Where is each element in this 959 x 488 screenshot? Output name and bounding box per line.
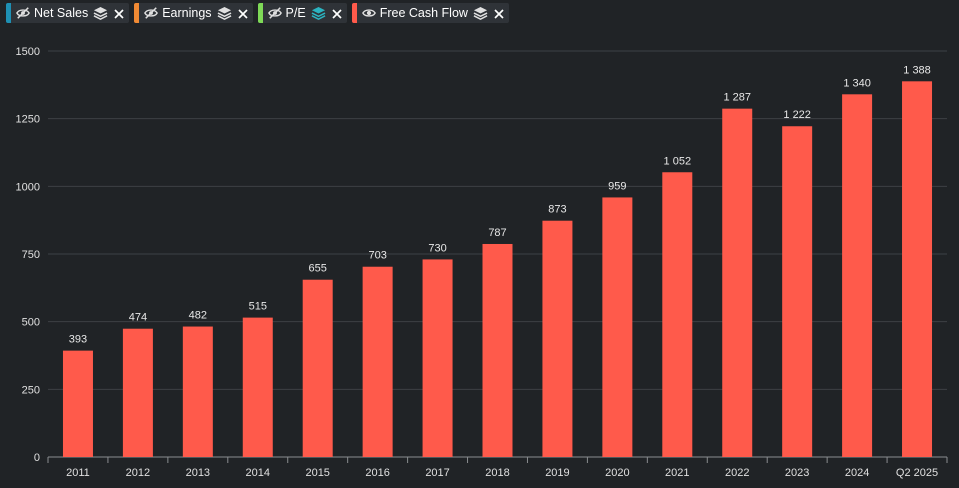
x-tick-label: 2015 [305, 467, 329, 479]
bar [122, 328, 153, 457]
bar [182, 326, 213, 457]
bar [782, 126, 813, 457]
x-tick-label: 2022 [725, 467, 749, 479]
stack-icon[interactable] [311, 6, 326, 21]
data-label: 1 052 [664, 155, 692, 167]
y-tick-label: 500 [22, 317, 40, 329]
legend-chip-label: P/E [285, 6, 306, 20]
data-label: 515 [249, 301, 267, 313]
eye-slash-icon[interactable] [16, 6, 30, 20]
bar [902, 81, 933, 457]
legend: Net Sales Earnings P/E Free Cash Flow [6, 3, 509, 23]
x-tick-label: 2016 [365, 467, 389, 479]
y-tick-label: 250 [22, 384, 40, 396]
x-tick-label: 2021 [665, 467, 689, 479]
bar [482, 243, 513, 457]
close-icon[interactable] [494, 8, 504, 19]
eye-slash-icon[interactable] [267, 6, 282, 20]
x-tick-label: 2018 [485, 467, 509, 479]
legend-color-stripe [257, 3, 263, 23]
legend-chip-label: Net Sales [34, 6, 89, 20]
data-label: 1 287 [723, 92, 751, 104]
y-tick-label: 1500 [16, 46, 40, 58]
x-tick-label: 2017 [425, 467, 449, 479]
legend-chip[interactable]: Net Sales [6, 3, 130, 23]
data-label: 474 [129, 312, 147, 324]
data-label: 482 [189, 310, 207, 322]
legend-color-stripe [351, 3, 357, 23]
y-tick-label: 1000 [16, 181, 40, 193]
close-icon[interactable] [237, 8, 248, 19]
x-tick-label: 2014 [246, 467, 270, 479]
legend-chip-label: Earnings [162, 6, 212, 20]
bar [722, 108, 753, 457]
data-label: 1 340 [843, 77, 871, 89]
x-tick-label: 2019 [545, 467, 569, 479]
stack-icon[interactable] [93, 6, 108, 21]
data-label: 393 [69, 334, 87, 346]
data-label: 873 [548, 204, 566, 216]
legend-color-stripe [6, 3, 11, 23]
bar [422, 259, 453, 457]
stack-icon[interactable] [473, 6, 488, 21]
data-label: 655 [309, 263, 327, 275]
x-tick-label: Q2 2025 [896, 467, 938, 479]
x-tick-label: 2023 [785, 467, 809, 479]
stack-icon[interactable] [217, 6, 232, 21]
bar [602, 197, 633, 457]
close-icon[interactable] [332, 8, 342, 19]
eye-slash-icon[interactable] [144, 6, 159, 20]
bar [842, 94, 873, 457]
x-tick-label: 2020 [605, 467, 629, 479]
bar [302, 279, 333, 457]
legend-chip[interactable]: Earnings [134, 3, 253, 23]
x-tick-label: 2013 [186, 467, 210, 479]
legend-color-stripe [134, 3, 140, 23]
data-label: 703 [368, 250, 386, 262]
y-tick-label: 0 [34, 452, 40, 464]
close-icon[interactable] [114, 8, 124, 19]
legend-chip[interactable]: Free Cash Flow [351, 3, 509, 23]
data-label: 1 388 [903, 64, 931, 76]
legend-chip[interactable]: P/E [257, 3, 347, 23]
data-label: 1 222 [783, 109, 811, 121]
data-label: 787 [488, 227, 506, 239]
bar [362, 266, 393, 457]
bar [62, 350, 93, 457]
x-tick-label: 2011 [66, 467, 90, 479]
bar [662, 172, 693, 457]
y-tick-label: 750 [22, 249, 40, 261]
legend-chip-label: Free Cash Flow [379, 6, 468, 20]
x-tick-label: 2012 [126, 467, 150, 479]
eye-icon[interactable] [361, 6, 376, 20]
bar [542, 220, 573, 457]
data-label: 959 [608, 180, 626, 192]
x-tick-label: 2024 [845, 467, 869, 479]
bar [242, 317, 273, 457]
y-tick-label: 1250 [16, 114, 40, 126]
data-label: 730 [428, 242, 446, 254]
